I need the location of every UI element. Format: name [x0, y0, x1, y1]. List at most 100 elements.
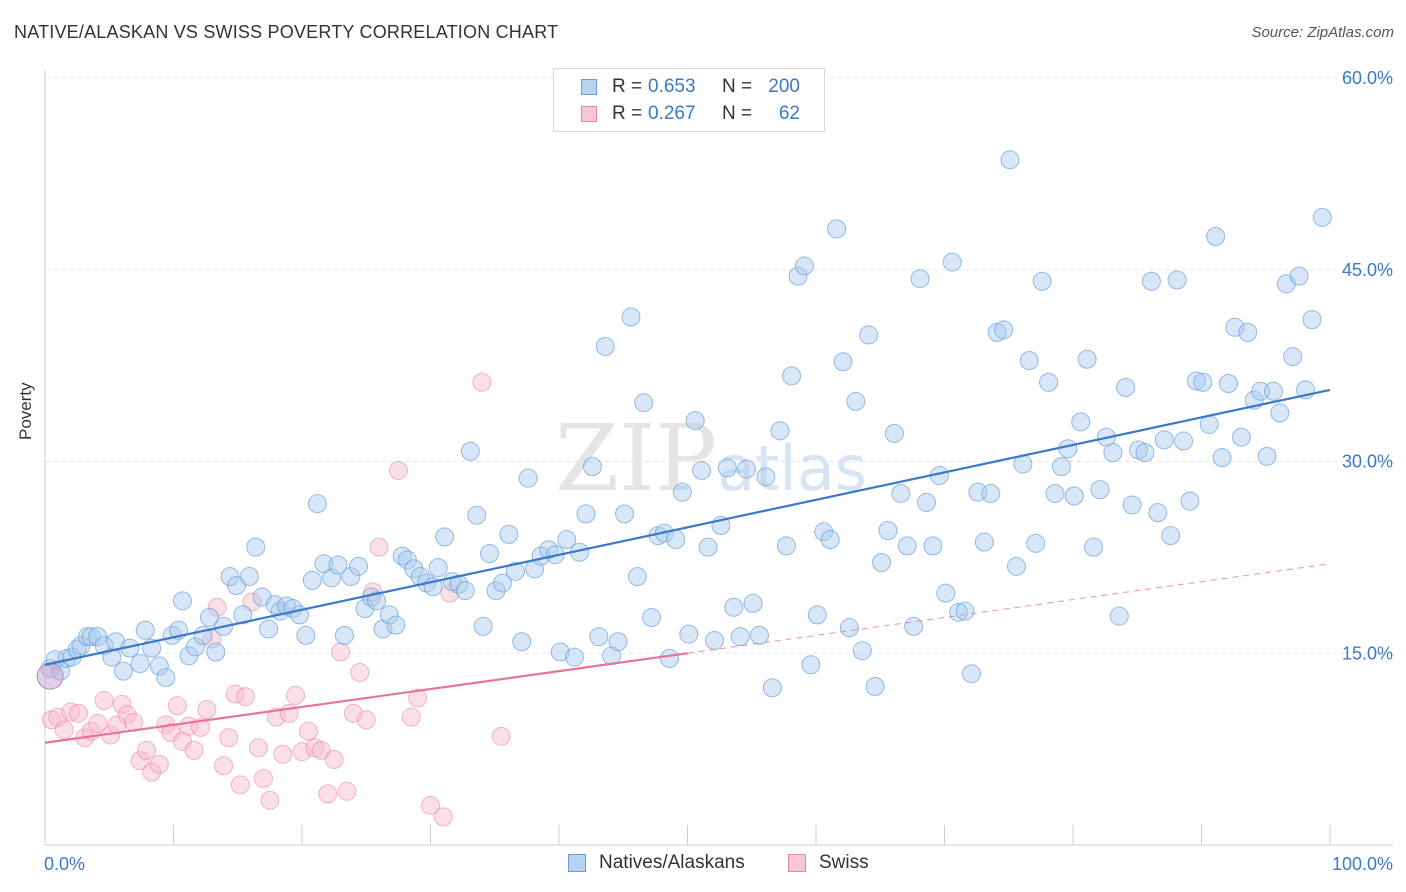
swiss-point [298, 721, 318, 741]
chart-title: NATIVE/ALASKAN VS SWISS POVERTY CORRELAT… [14, 22, 559, 42]
natives-points [36, 150, 1332, 698]
natives-point [404, 559, 424, 579]
natives-point [460, 441, 480, 461]
legend-r-value: 0.653 [648, 76, 696, 97]
swiss-point [54, 720, 74, 740]
natives-point [910, 269, 930, 289]
grid-lines [45, 77, 1393, 654]
natives-point [776, 536, 796, 556]
swiss-point [184, 740, 204, 760]
natives-point [737, 459, 757, 479]
natives-point [206, 642, 226, 662]
natives-point [1180, 491, 1200, 511]
legend-n-label: N = [722, 76, 753, 97]
natives-point [589, 627, 609, 647]
natives-point [512, 632, 532, 652]
natives-point [1212, 448, 1232, 468]
swiss-point [273, 744, 293, 764]
natives-point [1032, 271, 1052, 291]
swiss-point [253, 769, 273, 789]
natives-point [1045, 483, 1065, 503]
legend-r-label: R = [612, 103, 643, 124]
swiss-point [112, 694, 132, 714]
natives-point [582, 457, 602, 477]
natives-point [1161, 526, 1181, 546]
natives-point [672, 482, 692, 502]
natives-point [1077, 349, 1097, 369]
natives-point [595, 336, 615, 356]
swiss-trend-line [44, 652, 688, 744]
correlation-legend: R = 0.653 N = 200 R = 0.267 N = 62 [553, 68, 825, 132]
natives-point [955, 601, 975, 621]
natives-point [1071, 412, 1091, 432]
natives-point [259, 619, 279, 639]
natives-point [1103, 443, 1123, 463]
natives-point [1090, 480, 1110, 500]
natives-point [102, 647, 122, 667]
natives-point [302, 570, 322, 590]
natives-point [904, 616, 924, 636]
natives-point [634, 393, 654, 413]
natives-point [1302, 310, 1322, 330]
natives-point [679, 624, 699, 644]
natives-point [473, 616, 493, 636]
swiss-point [356, 710, 376, 730]
legend-r-value: 0.267 [648, 103, 696, 124]
natives-point [499, 524, 519, 544]
natives-point [296, 625, 316, 645]
swiss-trend-extension [687, 563, 1331, 654]
natives-point [334, 625, 354, 645]
natives-point [1225, 317, 1245, 337]
natives-point [666, 529, 686, 549]
tick-labels: 15.0% 30.0% 45.0% 60.0% 0.0% 100.0% [44, 68, 1393, 874]
natives-point [322, 568, 342, 588]
swiss-point [107, 715, 127, 735]
natives-point [621, 307, 641, 327]
natives-point [435, 527, 455, 547]
natives-point [820, 529, 840, 549]
natives-point [827, 219, 847, 239]
natives-point [1263, 381, 1283, 401]
natives-point [455, 581, 475, 601]
natives-point [233, 605, 253, 625]
swiss-point [324, 749, 344, 769]
natives-point [642, 607, 662, 627]
natives-point [172, 591, 192, 611]
natives-point [1000, 150, 1020, 170]
natives-point [704, 630, 724, 650]
natives-point [1122, 495, 1142, 515]
natives-point [814, 522, 834, 542]
natives-point [807, 605, 827, 625]
natives-point [185, 637, 205, 657]
x-tick-label: 100.0% [1332, 854, 1393, 874]
swiss-point [230, 775, 250, 795]
natives-point [1109, 606, 1129, 626]
natives-point [730, 627, 750, 647]
swiss-point [318, 784, 338, 804]
natives-point [936, 583, 956, 603]
natives-point [692, 460, 712, 480]
y-tick-label: 45.0% [1342, 260, 1393, 280]
watermark: ZIPatlas [555, 405, 867, 512]
natives-point [1218, 374, 1238, 394]
natives-trend-line [44, 388, 1331, 666]
swiss-point [433, 807, 453, 827]
natives-point [1283, 347, 1303, 367]
natives-point [341, 567, 361, 587]
natives-point [239, 567, 259, 587]
natives-point [486, 581, 506, 601]
natives-point [961, 664, 981, 684]
natives-point [349, 556, 369, 576]
natives-point [328, 555, 348, 575]
natives-point [770, 421, 790, 441]
natives-point [846, 391, 866, 411]
natives-point [149, 656, 169, 676]
natives-point [113, 661, 133, 681]
legend-n-value: 62 [778, 103, 800, 124]
natives-point [1135, 443, 1155, 463]
natives-point [1039, 372, 1059, 392]
natives-point [942, 252, 962, 272]
overlap-point [36, 662, 64, 690]
legend-swatch-swiss [581, 106, 597, 122]
